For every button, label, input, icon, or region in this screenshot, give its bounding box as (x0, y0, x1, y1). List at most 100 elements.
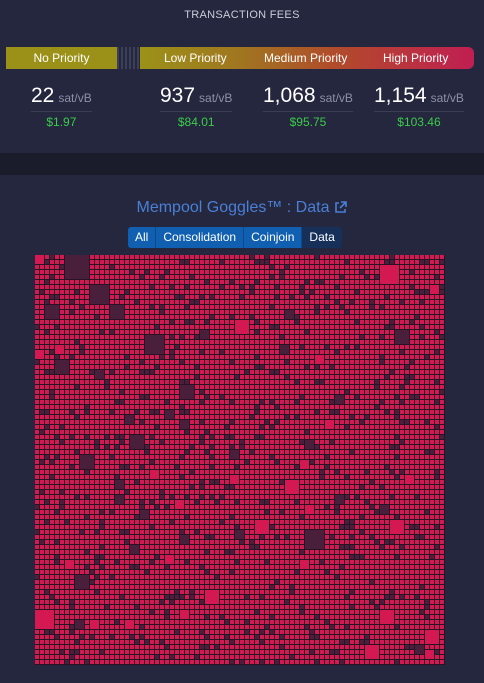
transaction-block[interactable] (190, 415, 194, 419)
transaction-block[interactable] (430, 320, 434, 324)
transaction-block[interactable] (35, 455, 39, 459)
transaction-block[interactable] (140, 490, 144, 494)
transaction-block[interactable] (435, 395, 439, 399)
transaction-block[interactable] (210, 475, 214, 479)
transaction-block[interactable] (375, 445, 379, 449)
transaction-block[interactable] (265, 560, 269, 564)
transaction-block[interactable] (400, 410, 404, 414)
transaction-block[interactable] (90, 520, 94, 524)
transaction-block[interactable] (105, 375, 109, 379)
transaction-block[interactable] (435, 305, 439, 309)
transaction-block[interactable] (185, 340, 189, 344)
transaction-block[interactable] (145, 450, 149, 454)
transaction-block[interactable] (80, 380, 84, 384)
transaction-block[interactable] (125, 300, 129, 304)
transaction-block[interactable] (225, 465, 229, 469)
transaction-block[interactable] (40, 375, 44, 379)
transaction-block[interactable] (430, 340, 434, 344)
transaction-block[interactable] (355, 460, 359, 464)
transaction-block[interactable] (305, 435, 309, 439)
transaction-block[interactable] (215, 355, 219, 359)
transaction-block[interactable] (160, 260, 164, 264)
transaction-block[interactable] (275, 295, 279, 299)
transaction-block[interactable] (200, 430, 204, 434)
transaction-block[interactable] (410, 420, 414, 424)
transaction-block[interactable] (340, 465, 344, 469)
transaction-block[interactable] (40, 380, 44, 384)
transaction-block[interactable] (370, 540, 374, 544)
transaction-block[interactable] (155, 365, 159, 369)
transaction-block[interactable] (350, 550, 354, 554)
transaction-block[interactable] (115, 340, 119, 344)
transaction-block[interactable] (125, 540, 129, 544)
transaction-block[interactable] (165, 570, 169, 574)
transaction-block[interactable] (320, 555, 324, 559)
transaction-block[interactable] (135, 430, 139, 434)
transaction-block[interactable] (375, 430, 379, 434)
transaction-block[interactable] (340, 355, 344, 359)
transaction-block[interactable] (405, 530, 409, 534)
transaction-block[interactable] (440, 530, 444, 534)
transaction-block[interactable] (300, 485, 304, 489)
transaction-block[interactable] (265, 415, 269, 419)
transaction-block[interactable] (230, 355, 234, 359)
transaction-block[interactable] (400, 500, 404, 504)
transaction-block[interactable] (440, 290, 444, 294)
transaction-block[interactable] (375, 540, 379, 544)
transaction-block[interactable] (365, 395, 369, 399)
transaction-block[interactable] (285, 520, 289, 524)
transaction-block[interactable] (60, 320, 64, 324)
transaction-block[interactable] (385, 475, 389, 479)
transaction-block[interactable] (155, 430, 159, 434)
transaction-block[interactable] (365, 285, 369, 289)
transaction-block[interactable] (430, 260, 434, 264)
transaction-block[interactable] (120, 295, 124, 299)
transaction-block[interactable] (295, 300, 299, 304)
transaction-block[interactable] (390, 355, 394, 359)
transaction-block[interactable] (230, 375, 234, 379)
transaction-block[interactable] (35, 345, 39, 349)
transaction-block[interactable] (150, 510, 154, 514)
transaction-block[interactable] (355, 280, 359, 284)
transaction-block[interactable] (295, 340, 299, 344)
transaction-block[interactable] (95, 410, 99, 414)
transaction-block[interactable] (215, 415, 219, 419)
transaction-block[interactable] (85, 440, 89, 444)
transaction-block[interactable] (205, 280, 209, 284)
transaction-block[interactable] (190, 290, 194, 294)
transaction-block[interactable] (50, 290, 54, 294)
transaction-block[interactable] (330, 310, 334, 314)
transaction-block[interactable] (60, 530, 64, 534)
transaction-block[interactable] (120, 375, 124, 379)
transaction-block[interactable] (305, 275, 309, 279)
transaction-block[interactable] (440, 555, 444, 559)
transaction-block[interactable] (45, 335, 49, 339)
transaction-block[interactable] (40, 295, 44, 299)
transaction-block[interactable] (165, 365, 169, 369)
transaction-block[interactable] (440, 360, 444, 364)
transaction-block[interactable] (145, 390, 149, 394)
transaction-block[interactable] (245, 260, 249, 264)
transaction-block[interactable] (250, 280, 254, 284)
transaction-block[interactable] (385, 460, 389, 464)
transaction-block[interactable] (55, 555, 59, 559)
transaction-block[interactable] (100, 435, 104, 439)
transaction-block[interactable] (390, 545, 394, 549)
transaction-block[interactable] (330, 570, 334, 574)
transaction-block[interactable] (160, 295, 164, 299)
transaction-block[interactable] (130, 260, 134, 264)
transaction-block[interactable] (250, 515, 254, 519)
transaction-block[interactable] (195, 470, 199, 474)
transaction-block[interactable] (370, 435, 374, 439)
transaction-block[interactable] (230, 500, 234, 504)
transaction-block[interactable] (165, 280, 169, 284)
transaction-block[interactable] (360, 310, 364, 314)
transaction-block[interactable] (310, 560, 314, 564)
transaction-block[interactable] (225, 505, 229, 509)
transaction-block[interactable] (260, 280, 264, 284)
transaction-block[interactable] (70, 390, 74, 394)
transaction-block[interactable] (360, 330, 364, 334)
transaction-block[interactable] (295, 400, 299, 404)
transaction-block[interactable] (340, 335, 344, 339)
transaction-block[interactable] (280, 515, 284, 519)
